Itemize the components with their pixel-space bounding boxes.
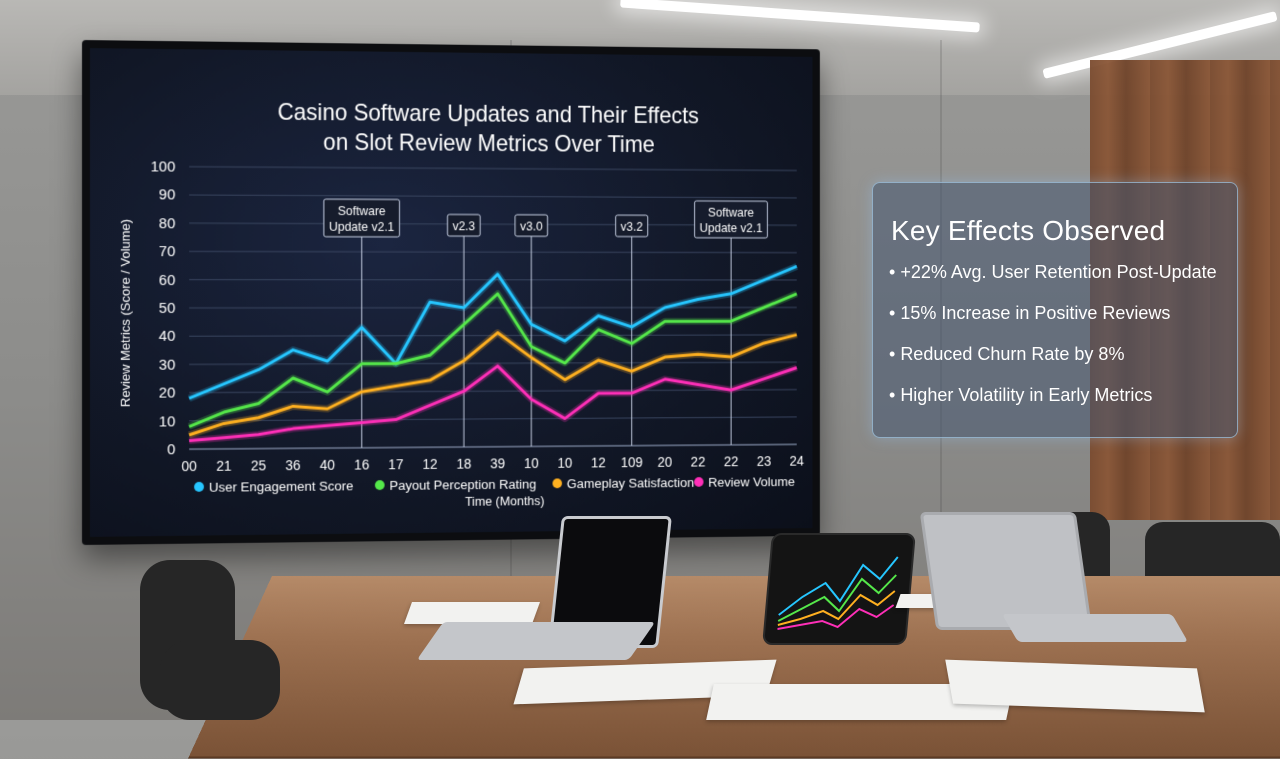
key-effects-panel: Key Effects Observed +22% Avg. User Rete… (872, 182, 1238, 438)
annotation-label: Software (708, 206, 754, 220)
x-tick-label: 21 (216, 458, 232, 474)
effects-list: +22% Avg. User Retention Post-Update 15%… (889, 261, 1217, 425)
gridline-horizontal (189, 251, 797, 252)
y-tick-label: 30 (159, 356, 175, 373)
series-line (189, 266, 797, 399)
gridline-horizontal (189, 167, 797, 171)
legend-label: Payout Perception Rating (389, 477, 536, 493)
legend-swatch (694, 477, 703, 487)
legend-label: User Engagement Score (209, 478, 353, 494)
annotation-label: v2.3 (453, 219, 476, 233)
y-tick-label: 40 (159, 328, 175, 345)
document-paper (945, 660, 1205, 713)
y-tick-label: 20 (159, 385, 175, 402)
annotation-label: v3.0 (520, 220, 543, 234)
y-axis-ticks: 0 10 20 30 40 50 60 70 80 90 100 (151, 158, 176, 458)
office-chair (160, 640, 280, 720)
x-axis-label: Time (Months) (465, 493, 545, 509)
x-axis-line (189, 444, 797, 449)
y-tick-label: 50 (159, 300, 175, 317)
y-tick-label: 80 (159, 215, 175, 232)
x-tick-label: 109 (621, 454, 643, 470)
x-tick-label: 00 (181, 458, 197, 474)
tablet-device (762, 533, 916, 645)
x-tick-label: 36 (285, 457, 300, 473)
y-tick-label: 60 (159, 272, 175, 289)
y-tick-label: 10 (159, 413, 175, 430)
legend-swatch (194, 482, 204, 492)
chart-title-line2: on Slot Review Metrics Over Time (323, 129, 655, 157)
legend-swatch (375, 480, 385, 490)
series-lines (189, 266, 797, 441)
x-tick-label: 22 (691, 454, 706, 470)
x-tick-label: 17 (388, 456, 403, 472)
series-glow (189, 266, 797, 399)
x-axis-ticks: 00 21 25 36 40 16 17 12 18 39 10 10 12 109 20 22 22 23 24 (181, 453, 804, 474)
x-tick-label: 22 (724, 454, 739, 470)
annotation-label: Update v2.1 (700, 221, 763, 235)
effect-item: 15% Increase in Positive Reviews (889, 302, 1217, 343)
x-tick-label: 12 (591, 455, 606, 471)
y-axis-label: Review Metrics (Score / Volume) (118, 219, 133, 407)
legend-label: Review Volume (708, 474, 795, 489)
effect-item: +22% Avg. User Retention Post-Update (889, 261, 1217, 302)
display-screen: Casino Software Updates and Their Effect… (90, 48, 813, 537)
x-tick-label: 10 (524, 455, 539, 471)
panel-title: Key Effects Observed (891, 215, 1165, 247)
legend-swatch (553, 478, 563, 488)
y-tick-label: 90 (159, 187, 175, 204)
x-tick-label: 24 (790, 453, 805, 469)
x-tick-label: 39 (490, 455, 505, 471)
chart-title-line1: Casino Software Updates and Their Effect… (278, 99, 699, 128)
laptop-keyboard (417, 622, 656, 660)
wall-display: Casino Software Updates and Their Effect… (82, 40, 820, 545)
x-tick-label: 23 (757, 453, 772, 469)
x-tick-label: 20 (658, 454, 673, 470)
series-glow (189, 365, 797, 441)
laptop-lid (920, 512, 1093, 630)
y-tick-label: 100 (151, 158, 176, 175)
x-tick-label: 40 (320, 457, 335, 473)
tablet-chart-thumbnail (765, 535, 910, 639)
gridline-horizontal (189, 195, 797, 198)
y-tick-label: 0 (167, 441, 175, 458)
x-tick-label: 16 (354, 457, 369, 473)
effect-item: Higher Volatility in Early Metrics (889, 384, 1217, 425)
gridline-horizontal (189, 362, 797, 364)
effect-item: Reduced Churn Rate by 8% (889, 343, 1217, 384)
gridline-horizontal (189, 417, 797, 421)
laptop-keyboard (1002, 614, 1188, 642)
x-tick-label: 10 (558, 455, 573, 471)
x-tick-label: 25 (251, 457, 266, 473)
document-paper (404, 602, 540, 624)
x-tick-label: 18 (456, 456, 471, 472)
line-chart: Casino Software Updates and Their Effect… (90, 48, 813, 537)
legend-label: Gameplay Satisfaction (567, 475, 694, 491)
y-tick-label: 70 (159, 243, 175, 260)
annotation-label: Software (338, 204, 386, 218)
chart-legend: User Engagement Score Payout Perception R… (194, 474, 795, 495)
annotation-label: Update v2.1 (329, 220, 394, 234)
annotation-label: v3.2 (621, 220, 643, 234)
x-tick-label: 12 (422, 456, 437, 472)
